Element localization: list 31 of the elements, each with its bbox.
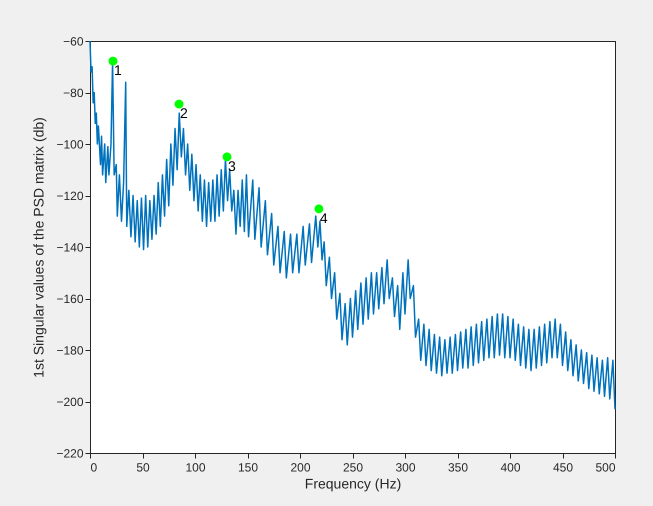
y-tick-label: −140 [56,240,84,254]
x-tick-label: 0 [90,460,98,474]
x-tick-label: 150 [238,460,258,474]
x-tick-label: 250 [342,460,364,474]
annotation: 1 [114,62,122,78]
x-tick-label: 300 [395,460,416,474]
line-series [89,40,616,410]
y-axis-title: 1st Singular values of the PSD matrix (db) [30,117,46,378]
x-tick-label: 100 [185,460,206,474]
y-tick-label: −200 [56,395,84,409]
x-tick-label: 200 [290,460,311,474]
x-tick-label: 500 [595,460,616,474]
point [222,152,232,162]
annotation: 2 [180,105,188,122]
annotation: 3 [228,158,236,174]
y-tick-label: −180 [56,344,84,358]
point [174,100,184,109]
point [108,56,118,66]
x-axis-title: Frequency (Hz) [304,476,402,492]
y-tick-label: −120 [56,189,84,203]
x-tick-label: 450 [552,460,574,474]
y-tick-label: −80 [63,86,84,100]
y-tick-label: −60 [63,34,84,48]
x-tick-label: 400 [500,460,521,474]
x-tick-label: 50 [136,460,150,474]
annotation: 4 [320,210,328,226]
y-tick-label: −100 [56,138,84,152]
y-tick-label: −160 [56,292,84,306]
point [314,204,324,214]
y-tick-label: −220 [56,446,84,460]
x-tick-label: 350 [448,460,468,474]
